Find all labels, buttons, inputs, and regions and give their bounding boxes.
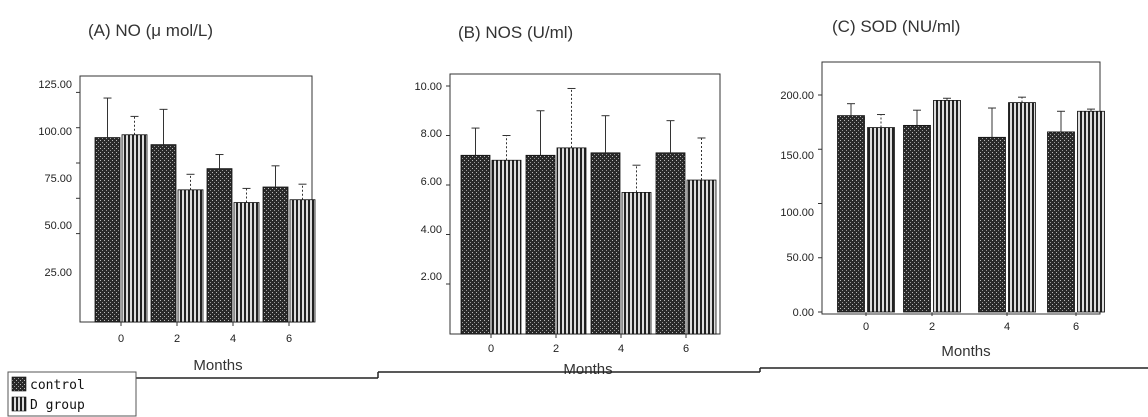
panel-b-ytick: 8.00 [421,128,442,140]
bar-control [1047,131,1075,313]
panel-a-xlabel: Months [193,357,242,374]
bar-d-group [1077,110,1105,313]
bar-d-group [867,127,895,313]
bar-d-group [933,100,961,313]
panel-b-xtick: 0 [488,343,494,355]
panel-b: (B) NOS (U/ml) 10.00 8.00 6.00 4.00 2.00… [414,23,721,378]
legend-swatch-control [11,376,27,392]
panel-c-marks [818,94,1105,316]
panel-c-xtick: 0 [863,321,869,333]
panel-c-ytick: 0.00 [793,307,814,319]
bar-control [837,115,865,313]
panel-c-ytick: 50.00 [786,252,814,264]
bar-control [525,154,556,335]
panel-a-xtick: 4 [230,333,236,345]
bar-d-group [621,192,652,335]
panel-b-ytick: 6.00 [421,176,442,188]
panel-b-ytick: 4.00 [421,224,442,236]
panel-c-ytick: 150.00 [780,150,814,162]
panel-c-xtick: 6 [1073,321,1079,333]
panel-a-ytick: 25.00 [44,267,72,279]
panel-b-ytick: 2.00 [421,271,442,283]
bar-control [655,152,686,335]
bar-d-group [177,189,204,323]
bar-d-group [491,159,522,335]
panel-a-xtick: 0 [118,333,124,345]
panel-a-ytick: 50.00 [44,220,72,232]
panel-c: (C) SOD (NU/ml) 200.00 150.00 100.00 50.… [780,17,1105,360]
panel-c-xtick: 4 [1004,321,1010,333]
panel-c-ytick: 200.00 [780,90,814,102]
legend-box [7,371,137,417]
panel-a-ytick: 125.00 [38,79,72,91]
panel-c-ytick: 100.00 [780,207,814,219]
panel-b-xtick: 2 [553,343,559,355]
connector-lines [134,367,1148,379]
panel-a-xtick: 6 [286,333,292,345]
panel-b-xlabel: Months [563,361,612,378]
panel-b-title: (B) NOS (U/ml) [458,23,573,42]
bar-d-group [289,199,316,323]
bar-control [903,124,931,313]
bar-control [206,168,233,323]
panel-a-ytick: 75.00 [44,173,72,185]
bar-control [262,186,289,323]
bar-control [590,152,621,335]
panel-a-ytick: 100.00 [38,126,72,138]
legend: control D group [7,371,137,417]
panel-a-xtick: 2 [174,333,180,345]
bar-d-group [233,202,260,323]
panel-a-title: (A) NO (μ mol/L) [88,21,213,40]
panel-c-title: (C) SOD (NU/ml) [832,17,960,36]
bar-control [460,154,491,335]
legend-label-control: control [30,378,85,393]
bar-control [150,144,177,323]
bar-control [94,137,121,323]
panel-c-xlabel: Months [941,343,990,360]
legend-label-d-group: D group [30,398,85,413]
bar-control [978,136,1006,313]
panel-b-xtick: 4 [618,343,624,355]
bar-d-group [121,134,148,323]
bar-d-group [1008,102,1036,313]
bar-d-group [686,179,717,335]
panel-a-marks [76,91,316,326]
legend-swatch-d-group [11,396,27,412]
panel-b-xtick: 6 [683,343,689,355]
panel-c-xtick: 2 [929,321,935,333]
bar-d-group [556,147,587,335]
panel-b-ytick: 10.00 [414,81,442,93]
panel-b-marks [446,85,717,338]
panel-a: (A) NO (μ mol/L) 125.00 100.00 75.00 50.… [38,21,316,374]
